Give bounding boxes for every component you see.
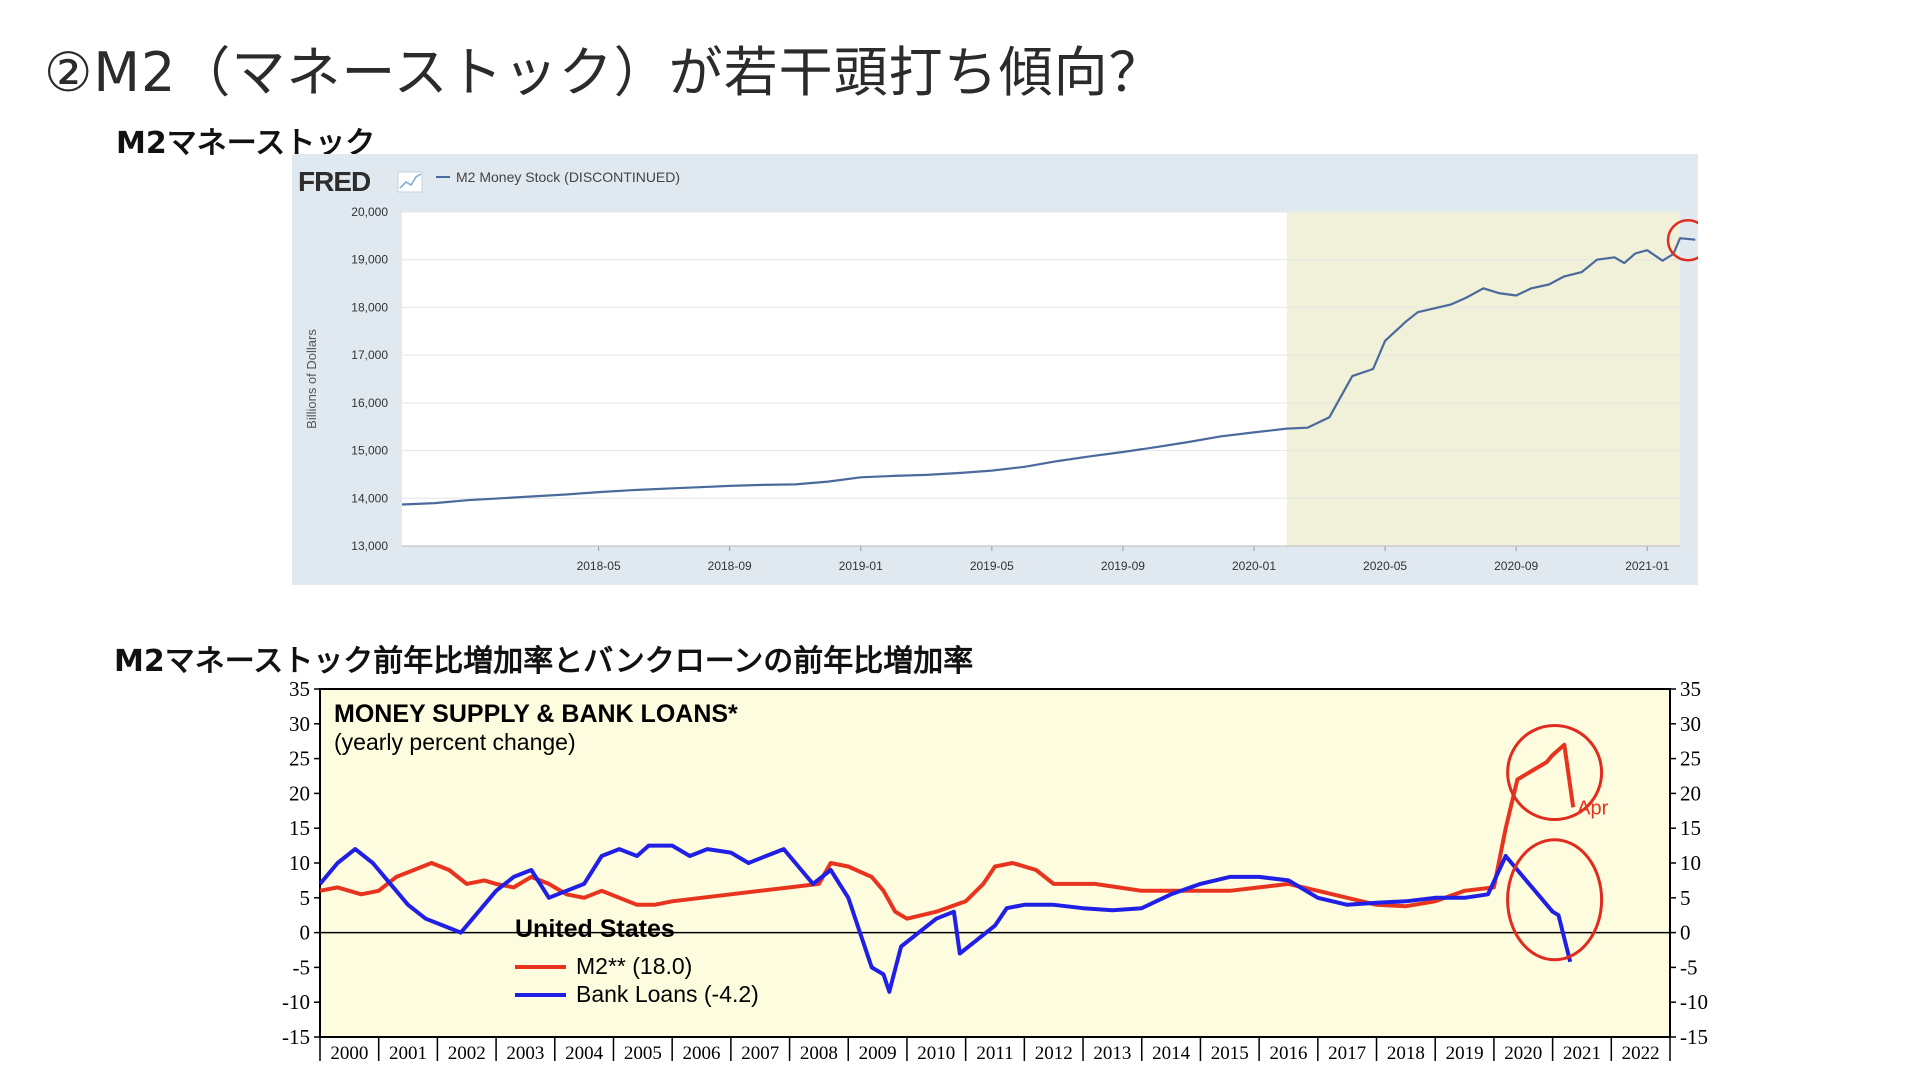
loans-x-tick-label: 2022	[1622, 1043, 1660, 1064]
fred-y-tick-label: 18,000	[351, 300, 388, 314]
loans-highlight-circle	[1506, 724, 1604, 822]
loans-x-tick-label: 2008	[800, 1043, 838, 1064]
fred-y-tick-label: 20,000	[351, 205, 388, 219]
fred-x-tick-label: 2019-09	[1101, 559, 1145, 573]
loans-x-tick-label: 2012	[1035, 1043, 1073, 1064]
loans-x-tick-label: 2005	[624, 1043, 662, 1064]
fred-x-tick-label: 2020-09	[1494, 559, 1538, 573]
fred-y-axis-label: Billions of Dollars	[304, 329, 319, 429]
loans-x-tick-label: 2017	[1328, 1043, 1366, 1064]
loans-x-tick-label: 2003	[506, 1043, 544, 1064]
fred-x-tick-label: 2018-05	[577, 559, 621, 573]
loans-x-tick-label: 2000	[330, 1043, 368, 1064]
fred-highlight-circle	[1666, 218, 1698, 262]
fred-y-tick-label: 13,000	[351, 539, 388, 553]
fred-logo: FRED	[298, 166, 371, 197]
loans-legend-label-bank-loans: Bank Loans (-4.2)	[576, 981, 759, 1007]
fred-legend-label: M2 Money Stock (DISCONTINUED)	[456, 169, 680, 185]
fred-logo-icon-line	[399, 173, 422, 189]
loans-y-tick-label-left: 25	[289, 747, 310, 771]
fred-y-tick-label: 15,000	[351, 444, 388, 458]
fred-chart: 13,000 14,000 15,000 16,000 17,000 18,000 19,0…	[298, 166, 1698, 573]
fred-recession-shade	[1286, 212, 1680, 546]
loans-y-tick-label-right: 35	[1680, 680, 1701, 701]
fred-y-tick-label: 14,000	[351, 491, 388, 505]
loans-y-tick-label-right: -15	[1680, 1025, 1708, 1049]
loans-y-tick-label-right: 30	[1680, 712, 1701, 736]
loans-x-tick-label: 2011	[976, 1043, 1013, 1064]
loans-x-tick-label: 2006	[683, 1043, 721, 1064]
fred-chart-panel: 13,000 14,000 15,000 16,000 17,000 18,000 19,0…	[292, 154, 1698, 585]
loans-y-tick-label-left: -15	[282, 1025, 310, 1049]
loans-series-bank-loans	[318, 843, 1573, 994]
loans-x-tick-label: 2002	[448, 1043, 486, 1064]
loans-y-tick-label-left: 15	[289, 816, 310, 840]
fred-logo-chart-icon	[397, 171, 423, 193]
fred-y-tick-label: 19,000	[351, 253, 388, 267]
section-label-growth: M2マネーストック前年比増加率とバンクローンの前年比増加率	[114, 644, 974, 679]
loans-y-tick-label-right: 15	[1680, 816, 1701, 840]
loans-y-tick-label-right: 10	[1680, 851, 1701, 875]
fred-y-tick-label: 17,000	[351, 348, 388, 362]
loans-y-tick-label-left: 20	[289, 781, 310, 805]
fred-x-tick-label: 2020-01	[1232, 559, 1276, 573]
loans-y-tick-label-left: -5	[293, 955, 311, 979]
loans-chart-title: MONEY SUPPLY & BANK LOANS*	[334, 700, 738, 728]
loans-chart-subtitle: (yearly percent change)	[334, 729, 576, 755]
loans-x-tick-label: 2015	[1211, 1043, 1249, 1064]
loans-legend-title: United States	[515, 915, 675, 943]
loans-highlight-circle	[1506, 838, 1604, 962]
loans-y-tick-label-right: 20	[1680, 781, 1701, 805]
loans-y-tick-label-right: -5	[1680, 955, 1698, 979]
loans-x-tick-label: 2004	[565, 1043, 604, 1064]
loans-series-m2	[319, 742, 1576, 921]
loans-x-tick-label: 2014	[1152, 1043, 1191, 1064]
loans-y-tick-label-left: 35	[289, 680, 310, 701]
loans-y-tick-label-left: 10	[289, 851, 310, 875]
loans-legend-label-m2: M2** (18.0)	[576, 953, 692, 979]
loans-annotation-apr: Apr	[1577, 797, 1608, 819]
loans-x-tick-label: 2009	[859, 1043, 897, 1064]
loans-y-tick-label-left: 5	[300, 886, 311, 910]
loans-x-tick-label: 2020	[1504, 1043, 1542, 1064]
loans-x-tick-label: 2019	[1446, 1043, 1484, 1064]
loans-x-tick-label: 2010	[917, 1043, 955, 1064]
fred-series-m2	[401, 237, 1696, 506]
loans-y-tick-label-left: 0	[300, 921, 311, 945]
loans-y-tick-label-right: 5	[1680, 886, 1691, 910]
slide-title: ②M2（マネーストック）が若干頭打ち傾向？	[44, 41, 1164, 104]
loans-x-tick-label: 2001	[389, 1043, 427, 1064]
loans-x-tick-label: 2013	[1093, 1043, 1131, 1064]
loans-y-tick-label-right: 25	[1680, 747, 1701, 771]
loans-y-tick-label-left: -10	[282, 990, 310, 1014]
loans-y-tick-label-left: 30	[289, 712, 310, 736]
loans-y-tick-label-right: 0	[1680, 921, 1691, 945]
loans-x-tick-label: 2007	[741, 1043, 779, 1064]
loans-x-tick-label: 2016	[1269, 1043, 1307, 1064]
fred-x-tick-label: 2019-01	[839, 559, 883, 573]
loans-plot-area	[319, 688, 1671, 1038]
fred-x-tick-label: 2018-09	[708, 559, 752, 573]
loans-x-tick-label: 2021	[1563, 1043, 1601, 1064]
fred-x-tick-label: 2019-05	[970, 559, 1014, 573]
fred-x-tick-label: 2020-05	[1363, 559, 1407, 573]
loans-x-tick-label: 2018	[1387, 1043, 1425, 1064]
fred-y-tick-label: 16,000	[351, 396, 388, 410]
fred-x-tick-label: 2021-01	[1625, 559, 1669, 573]
loans-y-tick-label-right: -10	[1680, 990, 1708, 1014]
